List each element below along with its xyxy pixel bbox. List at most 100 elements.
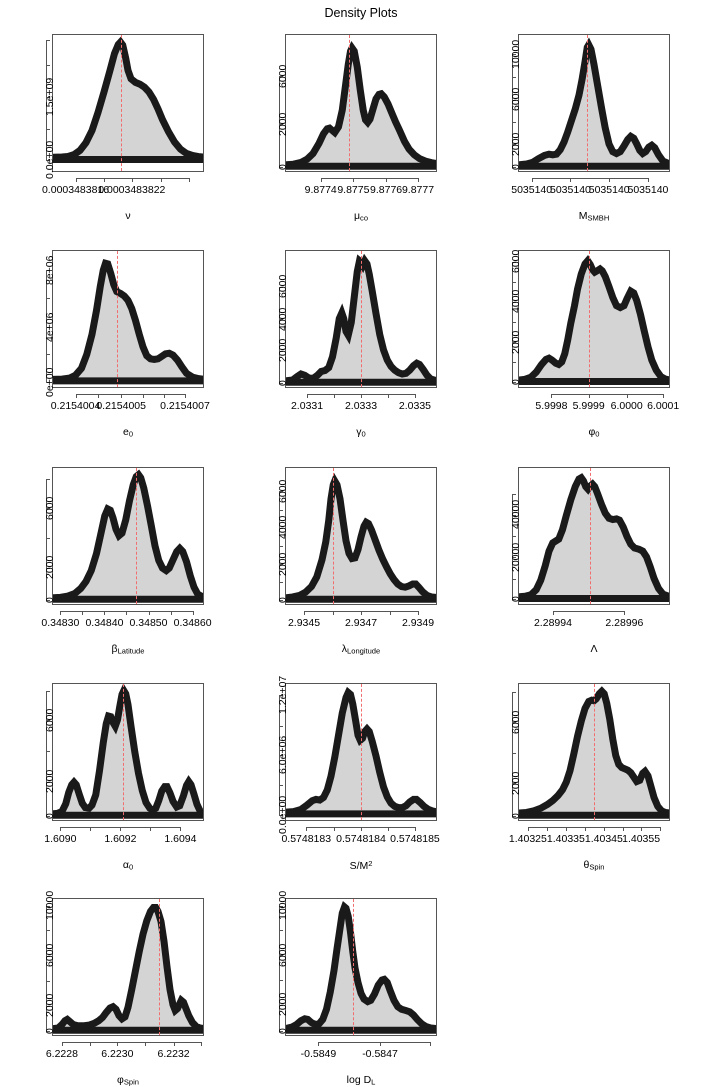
y-axis-line-mu_co	[279, 76, 280, 168]
x-tick-label-mu_co: 9.8777	[401, 184, 435, 196]
x-tick-label-S_over_M2: 0.5748184	[336, 833, 386, 845]
density-curve-e0	[53, 251, 203, 387]
x-axis-line-e0	[75, 394, 185, 395]
y-tick-label-text: 6000	[510, 249, 522, 274]
x-tick-e0	[163, 394, 165, 398]
x-tick-M_SMBH	[647, 178, 649, 182]
x-tick-alpha0	[180, 827, 182, 831]
x-axis-title-nu: ν	[125, 210, 131, 222]
median-vline-phi0	[588, 251, 590, 387]
x-axis-title-phi_spin: φSpin	[117, 1074, 139, 1087]
x-axis-line-logDL	[318, 1042, 431, 1043]
x-axis-title-lambda_longitude: λLongitude	[341, 643, 381, 656]
y-tick-nu	[46, 40, 50, 42]
x-tick-label-alpha0: 1.6094	[164, 833, 197, 845]
y-tick-logDL	[279, 955, 283, 957]
y-tick-beta_latitude	[46, 478, 50, 480]
density-curve-nu	[53, 35, 203, 171]
x-tick-nu	[103, 178, 105, 182]
y-axis-line-logDL	[279, 905, 280, 1032]
y-tick-lambda_longitude	[279, 509, 283, 511]
density-curve-M_SMBH	[519, 35, 669, 171]
x-tick-nu	[160, 178, 162, 182]
y-tick-label-text: 6000	[44, 708, 56, 732]
x-axis-line-beta_latitude	[60, 611, 193, 612]
y-tick-S_over_M2	[279, 695, 283, 697]
y-tick-label-text: 0	[44, 813, 56, 820]
x-tick-e0	[185, 394, 186, 398]
density-curve-theta_spin	[519, 684, 669, 820]
y-tick-theta_spin	[512, 722, 516, 724]
x-tick-label-alpha0: 1.6090	[44, 833, 77, 845]
x-tick-label-nu: 0.0003483822	[98, 184, 166, 196]
plot-box-e0	[52, 250, 204, 388]
x-tick-S_over_M2	[414, 827, 416, 831]
x-tick-beta_latitude	[126, 611, 128, 615]
y-tick-alpha0	[46, 816, 50, 818]
x-tick-phi_spin	[173, 1042, 175, 1046]
y-tick-e0	[46, 270, 50, 271]
y-axis-line-M_SMBH	[512, 54, 513, 168]
density-curve-lambda_longitude	[286, 468, 436, 604]
y-tick-label-text: 10000	[44, 890, 56, 921]
y-tick-label-text: 6000	[510, 87, 522, 112]
plot-box-Lambda	[518, 467, 670, 605]
x-tick-e0	[143, 394, 145, 398]
plot-box-phi0	[518, 250, 670, 388]
y-tick-alpha0	[46, 720, 50, 722]
y-tick-phi_spin	[46, 1005, 50, 1007]
y-tick-label-text: 2000	[277, 993, 289, 1017]
density-curve-alpha0	[53, 684, 203, 820]
x-tick-S_over_M2	[361, 827, 362, 831]
median-vline-e0	[116, 251, 118, 387]
y-tick-logDL	[279, 1031, 283, 1033]
y-tick-phi_spin	[46, 955, 50, 957]
y-tick-M_SMBH	[512, 122, 516, 124]
x-tick-Lambda	[552, 611, 554, 615]
x-tick-label-lambda_longitude: 2.9345	[287, 617, 321, 629]
x-tick-label-beta_latitude: 0.34830	[41, 617, 80, 629]
x-tick-M_SMBH	[609, 178, 611, 182]
x-axis-line-phi0	[551, 394, 664, 395]
median-vline-gamma0	[361, 251, 362, 387]
x-tick-label-phi_spin: 6.2228	[45, 1048, 78, 1060]
y-tick-nu	[46, 96, 50, 98]
x-tick-label-M_SMBH: 5035140	[627, 184, 669, 196]
x-tick-label-mu_co: 9.8775	[337, 184, 370, 196]
y-tick-label-text: 0.0e+00	[277, 795, 289, 834]
y-tick-S_over_M2	[279, 725, 283, 727]
y-tick-mu_co	[279, 167, 283, 169]
y-tick-phi0	[512, 281, 516, 283]
y-tick-M_SMBH	[512, 144, 516, 146]
y-tick-e0	[46, 298, 50, 300]
density-curve-Lambda	[519, 468, 669, 604]
x-tick-theta_spin	[660, 827, 662, 831]
x-axis-title-mu_co: μco	[353, 210, 369, 223]
x-axis-line-theta_spin	[527, 827, 661, 828]
x-axis-line-S_over_M2	[306, 827, 415, 828]
median-vline-mu_co	[348, 35, 350, 171]
y-tick-label-text: 6000	[44, 944, 56, 968]
x-tick-phi0	[588, 394, 590, 398]
y-tick-label-text: 0	[277, 1028, 289, 1035]
x-tick-gamma0	[414, 394, 416, 398]
x-tick-logDL	[430, 1042, 432, 1046]
x-tick-label-theta_spin: 1.40325	[508, 833, 547, 845]
y-tick-label-text: 2000	[277, 552, 289, 576]
x-tick-phi_spin	[117, 1042, 119, 1046]
y-tick-phi0	[512, 322, 516, 324]
plot-box-phi_spin	[52, 898, 204, 1036]
x-tick-Lambda	[624, 611, 626, 615]
x-tick-label-S_over_M2: 0.5748185	[390, 833, 440, 845]
x-tick-S_over_M2	[306, 827, 308, 831]
x-tick-phi0	[626, 394, 628, 398]
density-curve-beta_latitude	[53, 468, 203, 604]
x-tick-label-lambda_longitude: 2.9349	[401, 617, 435, 629]
x-tick-label-gamma0: 2.0335	[398, 400, 432, 412]
x-tick-label-theta_spin: 1.40335	[546, 833, 585, 845]
